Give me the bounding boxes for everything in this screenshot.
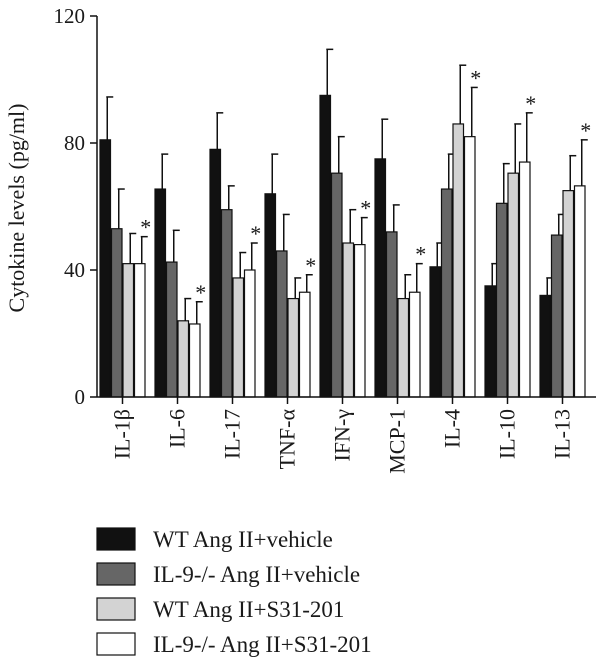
- legend-label-4: IL-9-/- Ang II+S31-201: [153, 632, 372, 657]
- significance-star-1: *: [140, 215, 151, 240]
- bar-1-8: [484, 285, 497, 398]
- bar-4-2: [188, 323, 201, 398]
- bar-2-3: [220, 209, 233, 398]
- significance-star-9: *: [580, 118, 591, 143]
- x-tick-label-2: IL-6: [165, 409, 190, 448]
- bar-4-6: [408, 291, 421, 398]
- axes: IL-1β IL-6 IL-17 TNF-α IFN-γ MCP-1 IL-4 IL-10 IL…: [54, 4, 596, 474]
- y-tick-label-2: 40: [64, 258, 85, 282]
- bar-2-1: [110, 228, 123, 398]
- significance-star-6: *: [415, 242, 426, 267]
- significance-star-8: *: [525, 91, 536, 116]
- bar-3-5: [342, 242, 355, 398]
- bar-3-2: [177, 320, 190, 398]
- significance-star-2: *: [195, 280, 206, 305]
- y-tick-label-3: 80: [64, 131, 85, 155]
- x-tick-label-4: TNF-α: [275, 409, 300, 470]
- legend-label-2: IL-9-/- Ang II+vehicle: [153, 562, 360, 587]
- significance-star-3: *: [250, 221, 261, 246]
- bar-1-1: [99, 139, 112, 398]
- x-tick-label-6: MCP-1: [385, 409, 410, 474]
- legend-swatch-4: [96, 632, 136, 656]
- bar-3-6: [397, 297, 410, 398]
- bar-1-9: [539, 294, 552, 398]
- bar-4-7: [463, 136, 476, 398]
- bar-4-8: [518, 161, 531, 398]
- legend: WT Ang II+vehicle IL-9-/- Ang II+vehicle W…: [96, 527, 372, 657]
- bar-1-4: [264, 193, 277, 398]
- bar-4-3: [243, 269, 256, 398]
- bar-2-6: [385, 231, 398, 398]
- bar-2-8: [495, 202, 508, 398]
- x-tick-label-1: IL-1β: [110, 409, 135, 459]
- bar-2-2: [165, 261, 178, 398]
- bar-2-7: [440, 188, 453, 398]
- bar-4-5: [353, 244, 366, 398]
- bar-1-5: [319, 94, 332, 398]
- bar-1-3: [209, 148, 222, 398]
- x-tick-label-8: IL-10: [495, 409, 520, 459]
- significance-star-4: *: [305, 253, 316, 278]
- bar-1-7: [429, 266, 442, 398]
- bar-3-1: [122, 263, 135, 398]
- x-tick-label-9: IL-13: [550, 409, 575, 459]
- legend-swatch-3: [96, 597, 136, 621]
- bar-1-2: [154, 188, 167, 398]
- bar-3-8: [507, 172, 520, 398]
- legend-swatch-1: [96, 527, 136, 551]
- bar-3-3: [232, 277, 245, 398]
- y-axis-label: Cytokine levels (pg/ml): [4, 104, 29, 313]
- bar-3-4: [287, 297, 300, 398]
- bar-2-5: [330, 172, 343, 398]
- bar-2-4: [275, 250, 288, 398]
- bar-4-9: [573, 185, 586, 398]
- y-tick-label-1: 0: [75, 385, 86, 409]
- bar-2-9: [550, 234, 563, 398]
- plot-area: * * * * * * * * *: [99, 48, 591, 398]
- significance-star-5: *: [360, 196, 371, 221]
- bar-4-4: [298, 291, 311, 398]
- x-tick-label-3: IL-17: [220, 409, 245, 459]
- significance-star-7: *: [470, 65, 481, 90]
- x-tick-label-7: IL-4: [440, 409, 465, 448]
- bar-3-7: [452, 123, 465, 398]
- legend-label-3: WT Ang II+S31-201: [153, 597, 344, 622]
- y-tick-label-4: 120: [54, 4, 86, 28]
- bar-3-9: [562, 190, 575, 398]
- bar-1-6: [374, 158, 387, 398]
- x-tick-label-5: IFN-γ: [330, 409, 355, 462]
- bar-4-1: [133, 263, 146, 398]
- legend-label-1: WT Ang II+vehicle: [153, 527, 333, 552]
- legend-swatch-2: [96, 562, 136, 586]
